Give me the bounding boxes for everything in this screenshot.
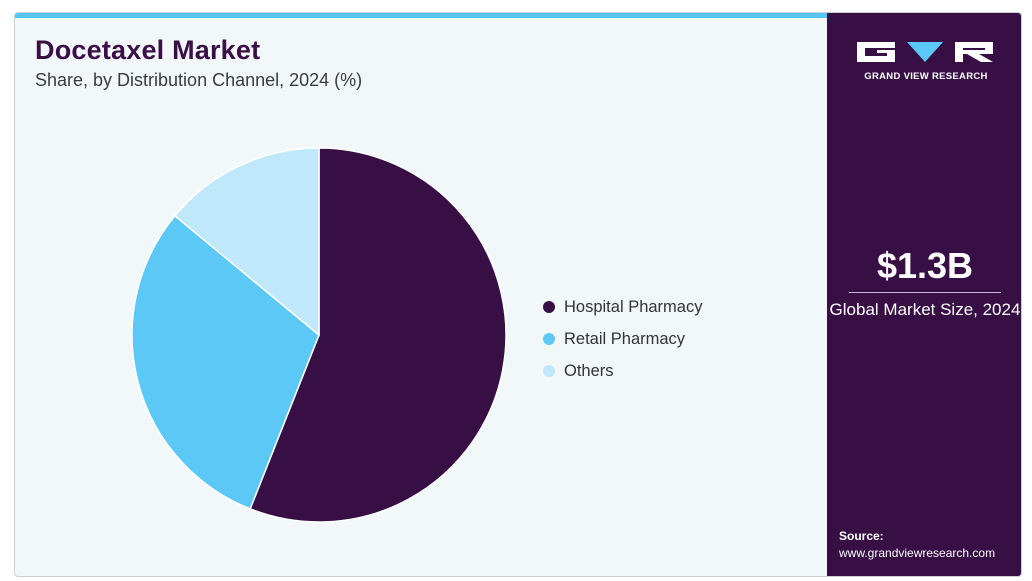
brand-name: GRAND VIEW RESEARCH [864,71,988,82]
legend-item-others: Others [543,355,702,387]
pie-slice-hospital-pharmacy [249,147,507,523]
chart-panel: Docetaxel Market Share, by Distribution … [15,13,827,576]
source-label: Source: [839,529,884,543]
legend-swatch [543,365,555,377]
market-size-value: $1.3B [876,245,974,286]
legend-item-hospital-pharmacy: Hospital Pharmacy [543,291,702,323]
legend-swatch [543,333,555,345]
accent-bar [15,13,827,18]
pie-slice-others [173,147,320,337]
legend-label: Hospital Pharmacy [564,297,703,316]
pie-slice-retail-pharmacy [131,214,320,510]
market-size-label: Global Market Size, 2024 [829,300,1021,319]
info-sidebar: GRAND VIEW RESEARCH $1.3B Global Market … [827,13,1021,576]
chart-title: Docetaxel Market [35,35,261,65]
legend-label: Retail Pharmacy [564,329,686,348]
source-link[interactable]: www.grandviewresearch.com [839,546,996,560]
legend-swatch [543,301,555,313]
legend-item-retail-pharmacy: Retail Pharmacy [543,323,702,355]
divider [849,292,1001,293]
pie-chart [131,147,507,523]
report-card: Docetaxel Market Share, by Distribution … [14,12,1022,577]
grand-view-research-logo [857,42,993,62]
legend-label: Others [564,361,614,380]
chart-legend: Hospital Pharmacy Retail Pharmacy Others [543,291,702,387]
chart-subtitle: Share, by Distribution Channel, 2024 (%) [35,70,363,90]
